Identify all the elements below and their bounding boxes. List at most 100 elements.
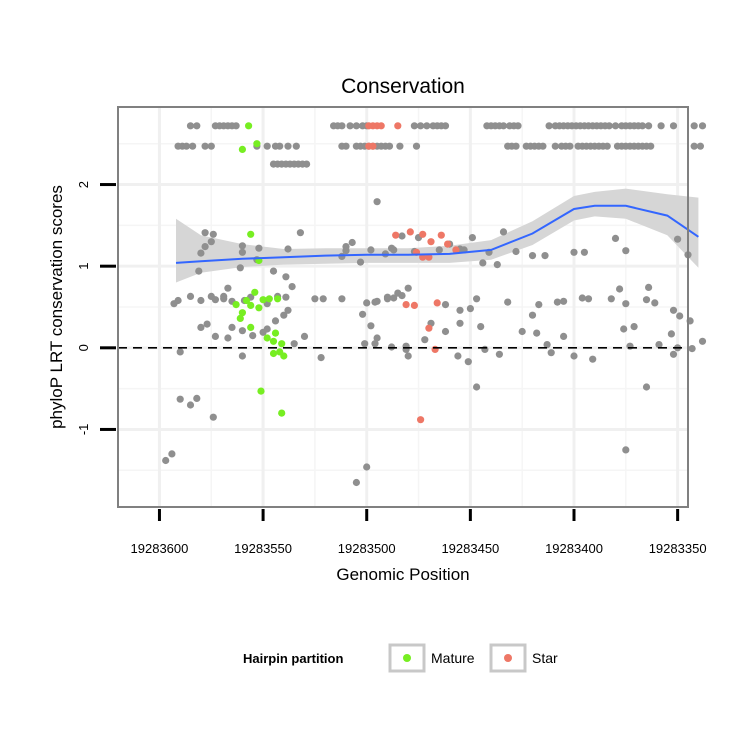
point-other [352,122,360,130]
point-other [622,300,630,308]
point-other [466,305,474,313]
point-other [367,322,375,330]
point-other [642,296,651,304]
point-other [211,296,219,304]
point-other [249,332,257,340]
point-star [417,416,425,424]
point-star [425,253,433,261]
point-other [207,142,215,150]
point-other [363,463,371,471]
point-other [338,122,346,130]
point-other [518,327,526,336]
point-other [197,249,205,257]
point-other [390,246,398,254]
point-other [493,261,501,269]
point-other [319,295,327,303]
point-other [342,142,350,150]
point-other [390,294,398,302]
point-other [385,142,394,150]
point-other [690,142,698,150]
point-other [566,142,574,150]
point-other [193,122,201,130]
point-mature [274,295,282,303]
point-other [189,142,197,150]
x-axis: 19283600 19283550 19283500 19283450 19283400… [131,509,707,556]
point-other [690,122,698,130]
point-mature [245,122,253,130]
point-mature [236,314,244,322]
point-other [288,283,296,291]
point-other [512,247,520,256]
smooth-curve [175,204,699,264]
point-other [539,142,547,150]
smooth-line [175,204,699,264]
point-other [421,336,429,344]
point-other [209,230,217,238]
point-other [578,294,586,302]
point-other [669,306,678,314]
point-other [170,300,178,308]
point-other [423,122,431,130]
point-other [473,295,481,303]
point-other [528,311,537,319]
point-other [435,246,443,254]
legend-label-star: Star [532,650,558,666]
point-other [570,352,578,360]
point-other [698,122,707,130]
point-mature [257,387,265,395]
point-other [651,299,659,307]
point-mature [238,309,246,317]
point-other [473,383,481,391]
legend-key-star [489,643,527,673]
point-other [282,273,290,281]
point-other [162,456,170,465]
point-other [388,343,396,351]
point-star [402,301,410,309]
point-star [392,231,400,239]
point-other [284,306,292,314]
point-mature [278,409,286,417]
point-other [620,325,628,333]
point-other [611,122,620,130]
point-other [545,122,553,130]
point-other [481,345,489,353]
point-other [211,332,219,340]
y-tick-label: 0 [76,344,91,351]
point-other [645,283,653,291]
legend-label-mature: Mature [431,650,475,666]
point-other [303,160,311,168]
point-other [669,122,678,130]
point-other [263,142,271,150]
point-other [201,229,209,237]
point-other [311,295,319,303]
point-star [394,122,402,130]
point-other [284,142,292,150]
point-mature [238,145,246,153]
point-mature [269,337,278,345]
point-other [674,235,682,243]
point-other [570,248,578,256]
point-other [383,295,392,303]
point-other [468,234,476,242]
point-mature [232,301,240,309]
point-star [437,231,445,239]
point-mature [255,304,263,312]
point-other [630,323,638,331]
x-axis-label: Genomic Position [336,565,469,584]
x-tick-label: 19283550 [234,541,292,556]
point-other [168,450,176,458]
point-star [419,230,427,238]
point-other [456,306,464,314]
point-other [346,122,354,130]
point-other [479,259,487,267]
point-mature [280,352,288,360]
point-other [371,298,379,306]
point-mature [253,140,261,148]
legend-dot-mature [403,654,411,662]
y-axis-label: phyloP LRT conservation scores [47,185,66,429]
point-other [338,295,346,303]
point-other [255,244,263,252]
y-tick-label: 1 [76,263,91,270]
point-star [365,142,373,150]
point-other [553,298,562,306]
